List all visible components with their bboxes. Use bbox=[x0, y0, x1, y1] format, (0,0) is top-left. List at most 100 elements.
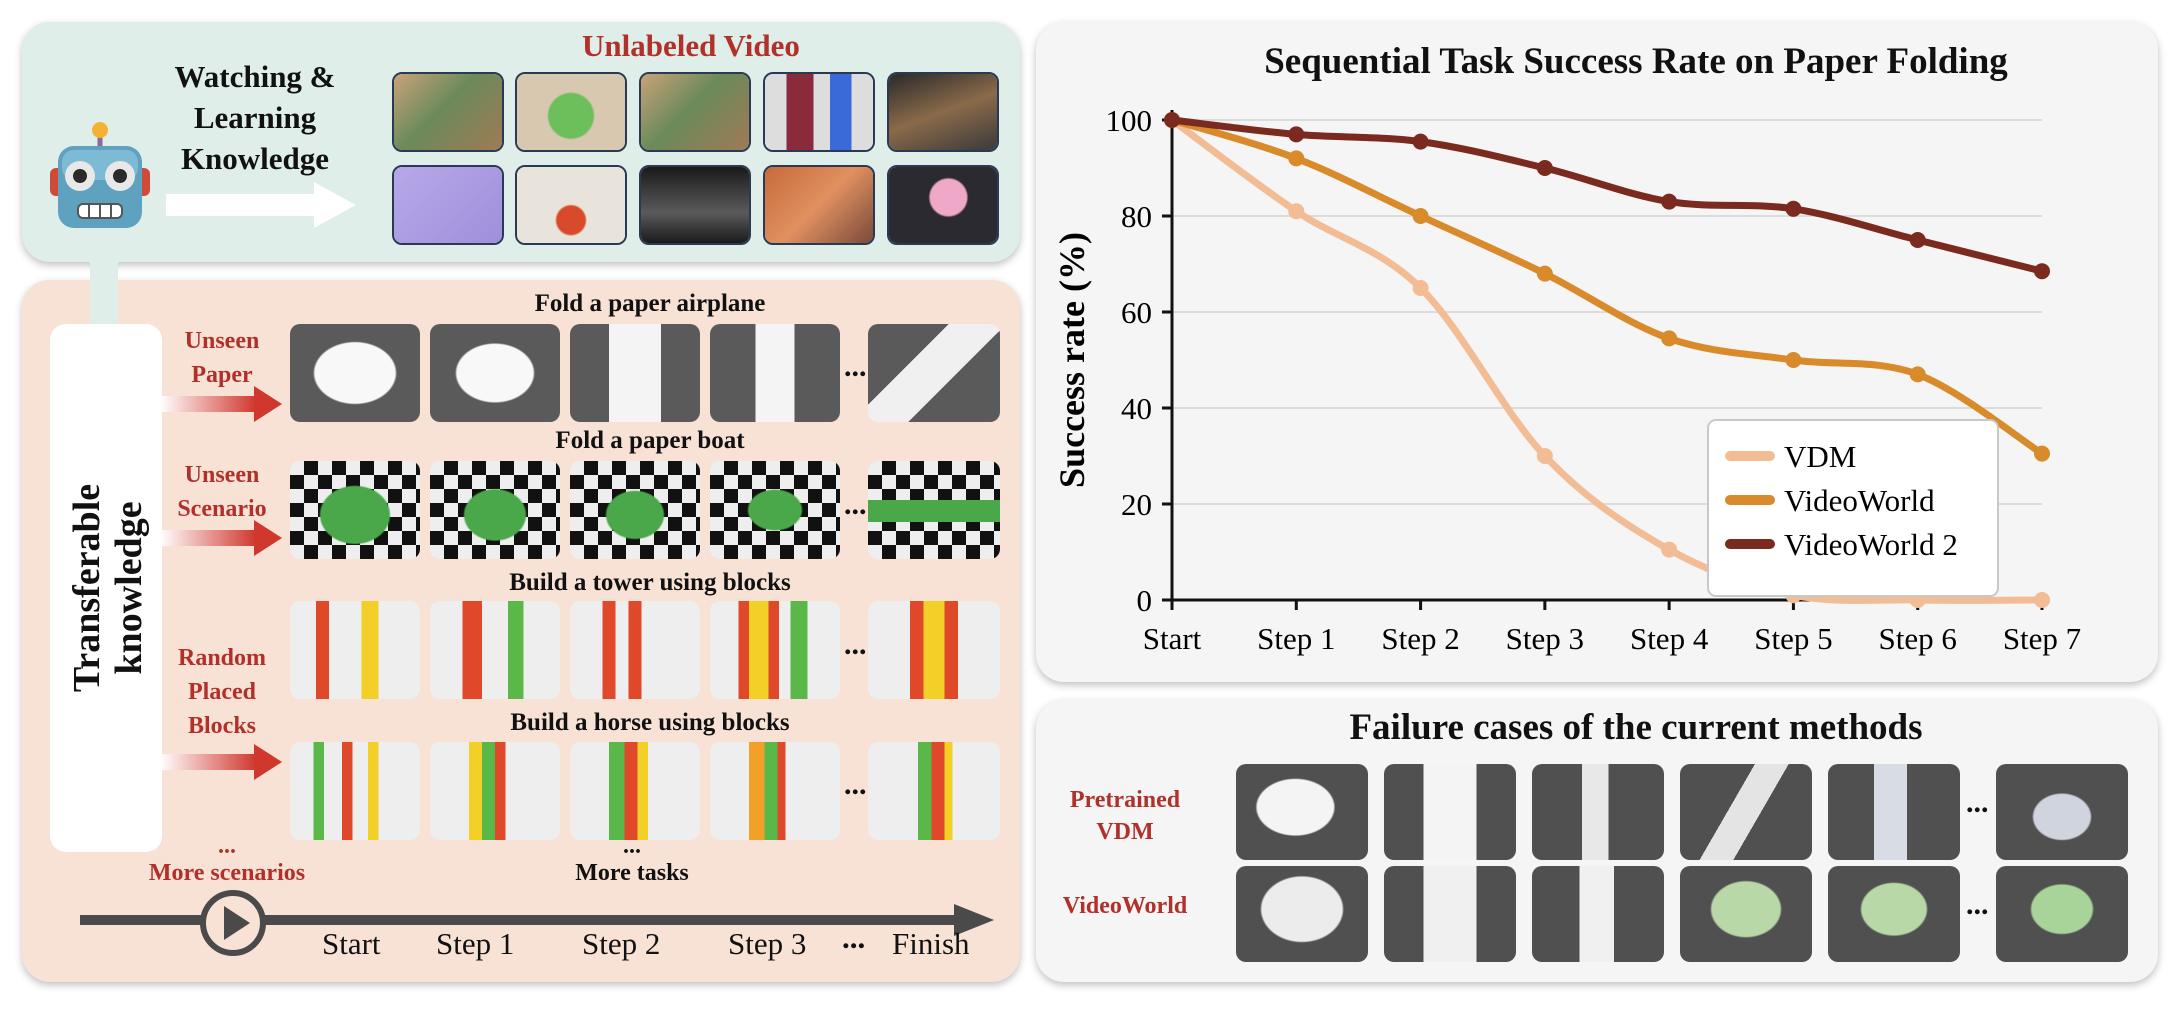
frame-thumbnail bbox=[290, 324, 420, 422]
data-point bbox=[2034, 445, 2050, 462]
video-thumbnail bbox=[639, 165, 751, 245]
legend-label: VDM bbox=[1784, 439, 1856, 474]
y-tick-label: 80 bbox=[1121, 199, 1152, 234]
learning-arrow-icon bbox=[166, 182, 356, 228]
watch-line2: Learning bbox=[193, 100, 317, 135]
play-icon[interactable] bbox=[198, 888, 268, 958]
x-tick-label: Step 5 bbox=[1754, 621, 1832, 656]
frame-thumbnail bbox=[710, 742, 840, 840]
frame-thumbnail bbox=[570, 461, 700, 559]
failure-frame bbox=[1996, 764, 2128, 860]
frame-thumbnail bbox=[868, 461, 1000, 559]
watch-line3: Knowledge bbox=[180, 141, 330, 176]
frame-thumbnail bbox=[430, 742, 560, 840]
data-point bbox=[1288, 203, 1305, 220]
legend-label: VideoWorld bbox=[1784, 483, 1935, 518]
more-scenarios-label: More scenarios bbox=[148, 860, 306, 886]
series-line bbox=[1168, 116, 2046, 275]
data-point bbox=[1661, 541, 1678, 558]
frame-thumbnail bbox=[430, 324, 560, 422]
category-label: Unseen Paper bbox=[184, 328, 260, 388]
failure-frame bbox=[1996, 866, 2128, 962]
video-thumbnail bbox=[639, 72, 751, 152]
transfer-line2: knowledge bbox=[108, 501, 150, 675]
frame-thumbnail bbox=[710, 601, 840, 699]
data-point bbox=[2034, 592, 2050, 608]
x-tick-label: Step 7 bbox=[2003, 621, 2081, 656]
data-point bbox=[1288, 150, 1305, 167]
category-label: Random Placed Blocks bbox=[177, 645, 267, 739]
failure-frame bbox=[1384, 764, 1516, 860]
data-point bbox=[1785, 352, 1802, 368]
data-point bbox=[2034, 263, 2050, 280]
video-thumbnail bbox=[515, 165, 627, 245]
data-point bbox=[1536, 160, 1553, 176]
y-tick-label: 40 bbox=[1121, 391, 1152, 426]
frame-thumbnail bbox=[710, 461, 840, 559]
x-tick-label: Step 1 bbox=[1257, 621, 1335, 656]
video-thumbnail bbox=[763, 165, 875, 245]
series-line bbox=[1168, 116, 2046, 458]
category-label: Unseen Scenario bbox=[177, 462, 267, 522]
y-tick-label: 0 bbox=[1137, 583, 1153, 618]
ellipsis: ... bbox=[844, 350, 867, 383]
legend-box bbox=[1707, 419, 1999, 597]
more-scenarios-dots: ... bbox=[218, 833, 236, 859]
data-point bbox=[1661, 330, 1678, 347]
frame-thumbnail bbox=[290, 601, 420, 699]
ellipsis: ... bbox=[1966, 888, 1989, 921]
chart-title: Sequential Task Success Rate on Paper Fo… bbox=[1264, 41, 2008, 82]
success-rate-chart: 0 20 40 60 80 100 Start Step 1 Step 2 Step 3 Step … bbox=[1052, 103, 2081, 656]
frame-thumbnail bbox=[430, 601, 560, 699]
category-arrow-icon bbox=[160, 744, 282, 780]
timeline-step-label: Step 1 bbox=[436, 926, 515, 961]
y-tick-label: 60 bbox=[1121, 295, 1152, 330]
transferable-knowledge-label: Transferable knowledge bbox=[66, 324, 150, 852]
video-thumbnail bbox=[763, 72, 875, 152]
data-point bbox=[1164, 112, 1180, 128]
ellipsis: ... bbox=[1966, 786, 1989, 819]
frame-thumbnail bbox=[290, 461, 420, 559]
watch-line1: Watching & bbox=[174, 59, 336, 94]
category-arrow-icon bbox=[160, 386, 282, 422]
task-title: Fold a paper boat bbox=[555, 427, 745, 454]
task-title: Fold a paper airplane bbox=[534, 290, 766, 317]
failure-frame bbox=[1236, 866, 1368, 962]
frame-thumbnail bbox=[868, 742, 1000, 840]
video-thumbnail bbox=[392, 72, 504, 152]
x-tick-label: Step 3 bbox=[1506, 621, 1584, 656]
x-tick-label: Step 6 bbox=[1879, 621, 1957, 656]
task-title: Build a horse using blocks bbox=[510, 709, 790, 736]
frame-thumbnail bbox=[290, 742, 420, 840]
ellipsis: ... bbox=[844, 488, 867, 521]
transfer-line1: Transferable bbox=[66, 483, 108, 693]
failure-frame bbox=[1828, 866, 1960, 962]
transferable-knowledge-box bbox=[50, 324, 162, 852]
data-point bbox=[1412, 208, 1429, 224]
x-tick-label: Step 4 bbox=[1630, 621, 1709, 656]
video-thumbnail bbox=[887, 72, 999, 152]
failure-title: Failure cases of the current methods bbox=[1349, 707, 1923, 748]
x-tick-label: Step 2 bbox=[1381, 621, 1459, 656]
failure-frame bbox=[1532, 866, 1664, 962]
timeline-step-label: ... bbox=[842, 920, 866, 955]
video-thumbnail bbox=[392, 165, 504, 245]
frame-thumbnail bbox=[710, 324, 840, 422]
frame-thumbnail bbox=[430, 461, 560, 559]
video-thumbnail bbox=[515, 72, 627, 152]
ellipsis: ... bbox=[844, 768, 867, 801]
watching-learning-label: Watching & Learning Knowledge bbox=[150, 56, 360, 179]
task-title: Build a tower using blocks bbox=[509, 569, 791, 596]
video-thumbnail bbox=[887, 165, 999, 245]
failure-frame bbox=[1384, 866, 1516, 962]
legend-label: VideoWorld 2 bbox=[1784, 527, 1958, 562]
y-tick-label: 20 bbox=[1121, 487, 1152, 522]
timeline-step-label: Finish bbox=[892, 926, 970, 961]
data-point bbox=[1536, 265, 1553, 282]
data-point bbox=[1909, 366, 1926, 383]
y-tick-label: 100 bbox=[1106, 103, 1153, 138]
failure-frame bbox=[1532, 764, 1664, 860]
robot-icon bbox=[50, 122, 150, 228]
x-tick-label: Start bbox=[1143, 621, 1202, 656]
frame-thumbnail bbox=[570, 601, 700, 699]
